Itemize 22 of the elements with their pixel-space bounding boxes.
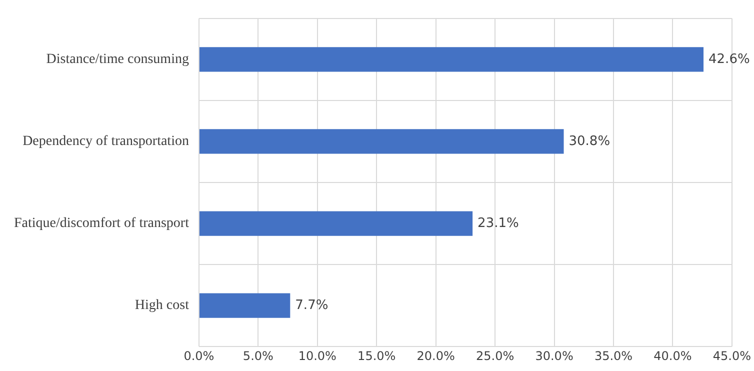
data-label: 30.8% xyxy=(568,134,610,149)
x-tick-label: 10.0% xyxy=(298,348,336,363)
data-label: 42.6% xyxy=(708,52,750,67)
x-tick-label: 45.0% xyxy=(712,348,751,363)
y-tick-label: Dependency of transportation xyxy=(22,134,189,150)
data-label: 23.1% xyxy=(478,216,519,231)
y-tick-label: Fatique/discomfort of transport xyxy=(14,216,190,232)
y-tick-label: High cost xyxy=(134,298,190,314)
x-tick-label: 30.0% xyxy=(535,348,574,363)
bar xyxy=(199,211,473,236)
x-tick-label: 40.0% xyxy=(654,348,692,363)
data-label: 7.7% xyxy=(295,298,328,313)
x-tick-label: 25.0% xyxy=(476,348,514,363)
x-tick-label: 5.0% xyxy=(242,348,274,363)
x-tick-label: 20.0% xyxy=(416,348,455,363)
bar xyxy=(199,293,290,318)
bar xyxy=(199,129,564,154)
x-tick-label: 35.0% xyxy=(594,348,633,363)
y-tick-label: Distance/time consuming xyxy=(46,52,189,68)
bar xyxy=(199,47,704,72)
x-tick-label: 15.0% xyxy=(358,348,396,363)
x-tick-label: 0.0% xyxy=(184,348,214,363)
